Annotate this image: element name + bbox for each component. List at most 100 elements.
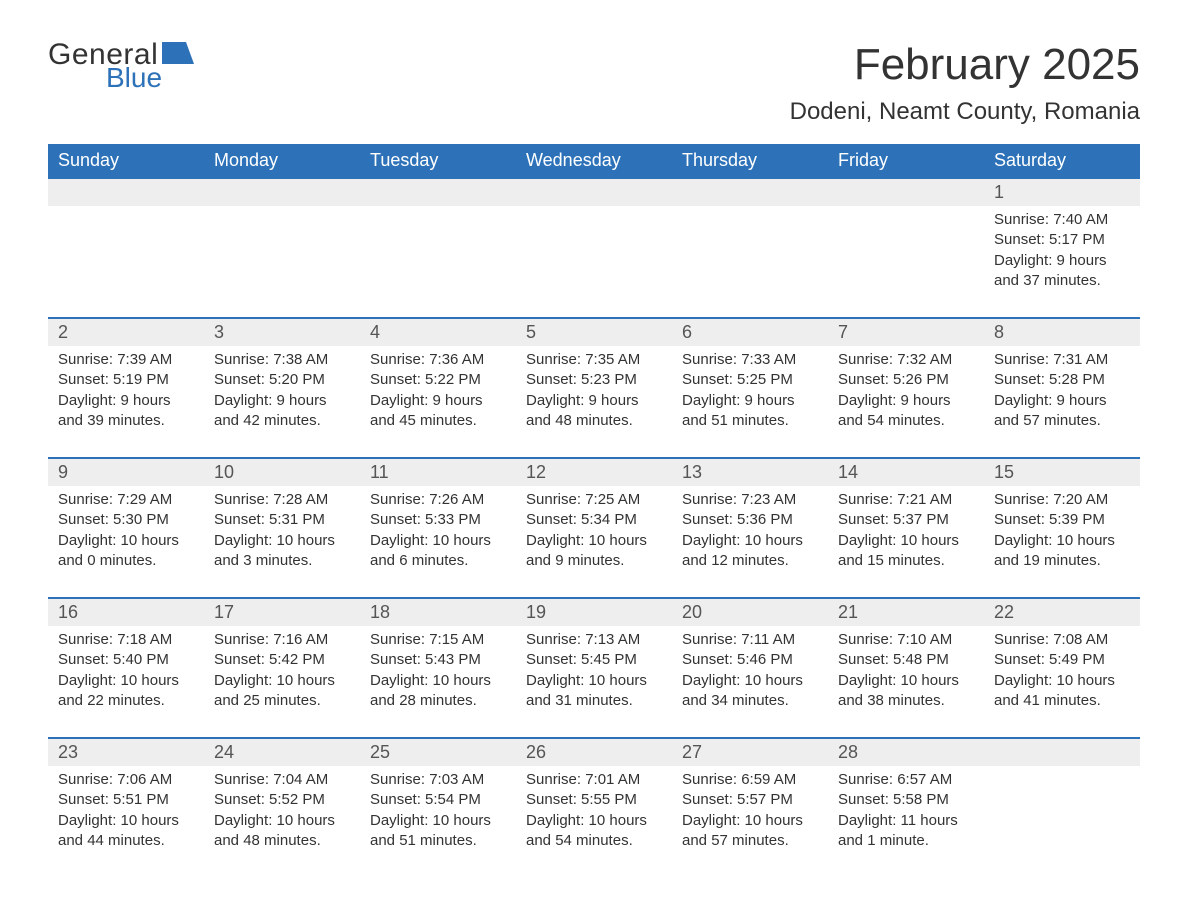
sunrise-text: Sunrise: 7:04 AM bbox=[214, 770, 350, 790]
sunset-text: Sunset: 5:49 PM bbox=[994, 650, 1130, 670]
daylight-text: Daylight: 10 hours and 54 minutes. bbox=[526, 811, 662, 852]
calendar-day-cell: 8Sunrise: 7:31 AMSunset: 5:28 PMDaylight… bbox=[984, 317, 1140, 457]
weekday-header-row: SundayMondayTuesdayWednesdayThursdayFrid… bbox=[48, 144, 1140, 177]
calendar-week-row: ......1Sunrise: 7:40 AMSunset: 5:17 PMDa… bbox=[48, 177, 1140, 317]
calendar-day-cell: 21Sunrise: 7:10 AMSunset: 5:48 PMDayligh… bbox=[828, 597, 984, 737]
calendar-empty-cell: . bbox=[672, 177, 828, 317]
calendar-day-cell: 3Sunrise: 7:38 AMSunset: 5:20 PMDaylight… bbox=[204, 317, 360, 457]
day-number: 7 bbox=[828, 319, 984, 346]
daylight-text: Daylight: 11 hours and 1 minute. bbox=[838, 811, 974, 852]
month-title: February 2025 bbox=[790, 40, 1140, 90]
day-body bbox=[360, 206, 516, 218]
daylight-text: Daylight: 9 hours and 45 minutes. bbox=[370, 391, 506, 432]
day-number: 19 bbox=[516, 599, 672, 626]
daylight-text: Daylight: 10 hours and 38 minutes. bbox=[838, 671, 974, 712]
location-text: Dodeni, Neamt County, Romania bbox=[790, 98, 1140, 126]
calendar-empty-cell: . bbox=[360, 177, 516, 317]
weekday-header: Monday bbox=[204, 144, 360, 177]
day-number: 16 bbox=[48, 599, 204, 626]
day-body: Sunrise: 7:32 AMSunset: 5:26 PMDaylight:… bbox=[828, 346, 984, 439]
day-body bbox=[516, 206, 672, 218]
daylight-text: Daylight: 9 hours and 57 minutes. bbox=[994, 391, 1130, 432]
day-number: 4 bbox=[360, 319, 516, 346]
calendar-week-row: 9Sunrise: 7:29 AMSunset: 5:30 PMDaylight… bbox=[48, 457, 1140, 597]
daylight-text: Daylight: 10 hours and 19 minutes. bbox=[994, 531, 1130, 572]
calendar-day-cell: 26Sunrise: 7:01 AMSunset: 5:55 PMDayligh… bbox=[516, 737, 672, 877]
day-body: Sunrise: 7:11 AMSunset: 5:46 PMDaylight:… bbox=[672, 626, 828, 719]
day-body bbox=[828, 206, 984, 218]
sunrise-text: Sunrise: 7:23 AM bbox=[682, 490, 818, 510]
daylight-text: Daylight: 10 hours and 25 minutes. bbox=[214, 671, 350, 712]
day-body: Sunrise: 7:20 AMSunset: 5:39 PMDaylight:… bbox=[984, 486, 1140, 579]
sunrise-text: Sunrise: 7:26 AM bbox=[370, 490, 506, 510]
day-number: 15 bbox=[984, 459, 1140, 486]
sunset-text: Sunset: 5:52 PM bbox=[214, 790, 350, 810]
day-body: Sunrise: 6:57 AMSunset: 5:58 PMDaylight:… bbox=[828, 766, 984, 859]
sunrise-text: Sunrise: 7:21 AM bbox=[838, 490, 974, 510]
day-body: Sunrise: 7:04 AMSunset: 5:52 PMDaylight:… bbox=[204, 766, 360, 859]
daylight-text: Daylight: 10 hours and 57 minutes. bbox=[682, 811, 818, 852]
sunrise-text: Sunrise: 7:20 AM bbox=[994, 490, 1130, 510]
logo: General Blue bbox=[48, 40, 194, 92]
day-body: Sunrise: 7:15 AMSunset: 5:43 PMDaylight:… bbox=[360, 626, 516, 719]
daylight-text: Daylight: 10 hours and 34 minutes. bbox=[682, 671, 818, 712]
day-body: Sunrise: 7:23 AMSunset: 5:36 PMDaylight:… bbox=[672, 486, 828, 579]
day-number: 8 bbox=[984, 319, 1140, 346]
sunset-text: Sunset: 5:30 PM bbox=[58, 510, 194, 530]
sunrise-text: Sunrise: 7:18 AM bbox=[58, 630, 194, 650]
sunset-text: Sunset: 5:20 PM bbox=[214, 370, 350, 390]
logo-word-2: Blue bbox=[106, 64, 194, 92]
daylight-text: Daylight: 10 hours and 22 minutes. bbox=[58, 671, 194, 712]
day-number: 2 bbox=[48, 319, 204, 346]
sunrise-text: Sunrise: 6:59 AM bbox=[682, 770, 818, 790]
day-body: Sunrise: 7:26 AMSunset: 5:33 PMDaylight:… bbox=[360, 486, 516, 579]
day-body bbox=[204, 206, 360, 218]
sunset-text: Sunset: 5:48 PM bbox=[838, 650, 974, 670]
day-body: Sunrise: 7:36 AMSunset: 5:22 PMDaylight:… bbox=[360, 346, 516, 439]
sunset-text: Sunset: 5:37 PM bbox=[838, 510, 974, 530]
calendar-empty-cell: . bbox=[204, 177, 360, 317]
sunset-text: Sunset: 5:31 PM bbox=[214, 510, 350, 530]
sunrise-text: Sunrise: 7:39 AM bbox=[58, 350, 194, 370]
header: General Blue February 2025 Dodeni, Neamt… bbox=[48, 40, 1140, 126]
day-number: 24 bbox=[204, 739, 360, 766]
sunrise-text: Sunrise: 7:01 AM bbox=[526, 770, 662, 790]
sunrise-text: Sunrise: 7:29 AM bbox=[58, 490, 194, 510]
calendar-day-cell: 9Sunrise: 7:29 AMSunset: 5:30 PMDaylight… bbox=[48, 457, 204, 597]
calendar-day-cell: 19Sunrise: 7:13 AMSunset: 5:45 PMDayligh… bbox=[516, 597, 672, 737]
calendar-day-cell: 13Sunrise: 7:23 AMSunset: 5:36 PMDayligh… bbox=[672, 457, 828, 597]
calendar-day-cell: 11Sunrise: 7:26 AMSunset: 5:33 PMDayligh… bbox=[360, 457, 516, 597]
day-body: Sunrise: 7:06 AMSunset: 5:51 PMDaylight:… bbox=[48, 766, 204, 859]
day-number: 20 bbox=[672, 599, 828, 626]
daylight-text: Daylight: 9 hours and 42 minutes. bbox=[214, 391, 350, 432]
day-body bbox=[984, 766, 1140, 778]
weekday-header: Sunday bbox=[48, 144, 204, 177]
calendar-day-cell: 5Sunrise: 7:35 AMSunset: 5:23 PMDaylight… bbox=[516, 317, 672, 457]
sunset-text: Sunset: 5:42 PM bbox=[214, 650, 350, 670]
sunrise-text: Sunrise: 7:16 AM bbox=[214, 630, 350, 650]
day-body: Sunrise: 7:38 AMSunset: 5:20 PMDaylight:… bbox=[204, 346, 360, 439]
sunrise-text: Sunrise: 7:31 AM bbox=[994, 350, 1130, 370]
day-body: Sunrise: 7:35 AMSunset: 5:23 PMDaylight:… bbox=[516, 346, 672, 439]
weekday-header: Thursday bbox=[672, 144, 828, 177]
calendar-day-cell: 7Sunrise: 7:32 AMSunset: 5:26 PMDaylight… bbox=[828, 317, 984, 457]
day-number: 28 bbox=[828, 739, 984, 766]
sunrise-text: Sunrise: 7:33 AM bbox=[682, 350, 818, 370]
day-body: Sunrise: 7:28 AMSunset: 5:31 PMDaylight:… bbox=[204, 486, 360, 579]
day-number: 25 bbox=[360, 739, 516, 766]
calendar-day-cell: 22Sunrise: 7:08 AMSunset: 5:49 PMDayligh… bbox=[984, 597, 1140, 737]
sunrise-text: Sunrise: 7:35 AM bbox=[526, 350, 662, 370]
daylight-text: Daylight: 9 hours and 37 minutes. bbox=[994, 251, 1130, 292]
calendar-empty-cell: . bbox=[48, 177, 204, 317]
sunrise-text: Sunrise: 7:10 AM bbox=[838, 630, 974, 650]
sunset-text: Sunset: 5:55 PM bbox=[526, 790, 662, 810]
sunrise-text: Sunrise: 6:57 AM bbox=[838, 770, 974, 790]
calendar-week-row: 2Sunrise: 7:39 AMSunset: 5:19 PMDaylight… bbox=[48, 317, 1140, 457]
calendar-day-cell: 2Sunrise: 7:39 AMSunset: 5:19 PMDaylight… bbox=[48, 317, 204, 457]
sunrise-text: Sunrise: 7:28 AM bbox=[214, 490, 350, 510]
sunset-text: Sunset: 5:25 PM bbox=[682, 370, 818, 390]
sunset-text: Sunset: 5:54 PM bbox=[370, 790, 506, 810]
calendar-day-cell: 24Sunrise: 7:04 AMSunset: 5:52 PMDayligh… bbox=[204, 737, 360, 877]
calendar-day-cell: 15Sunrise: 7:20 AMSunset: 5:39 PMDayligh… bbox=[984, 457, 1140, 597]
sunset-text: Sunset: 5:36 PM bbox=[682, 510, 818, 530]
